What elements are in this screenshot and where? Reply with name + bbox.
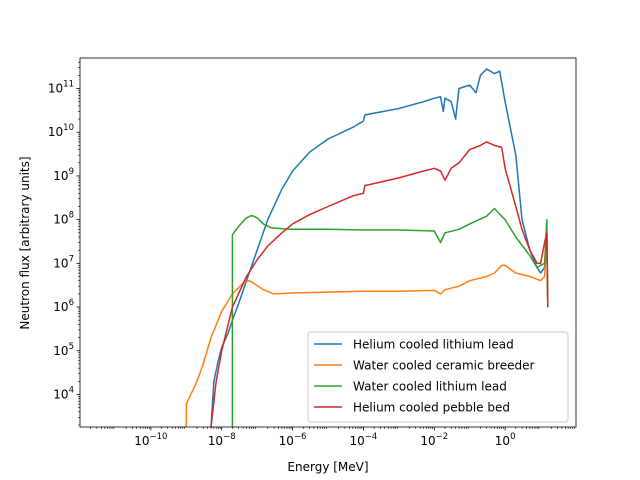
y-tick-label: 107 bbox=[53, 254, 74, 270]
legend: Helium cooled lithium lead Water cooled c… bbox=[307, 331, 569, 423]
x-axis-ticks: 10−10 10−8 10−6 10−4 10−2 100 bbox=[90, 427, 575, 448]
legend-frame bbox=[307, 331, 569, 423]
legend-label-1: Helium cooled lithium lead bbox=[353, 338, 514, 352]
y-tick-label: 1010 bbox=[48, 123, 74, 139]
y-axis-label: Neutron flux [arbitrary units] bbox=[18, 156, 32, 329]
x-tick-label: 10−4 bbox=[350, 432, 378, 448]
y-tick-label: 104 bbox=[53, 385, 74, 401]
series-line-1 bbox=[210, 68, 549, 428]
series-lines bbox=[185, 68, 549, 428]
x-tick-label: 10−2 bbox=[420, 432, 448, 448]
legend-label-2: Water cooled ceramic breeder bbox=[353, 359, 534, 373]
y-tick-label: 1011 bbox=[48, 80, 74, 96]
series-line-2 bbox=[185, 241, 549, 427]
legend-label-3: Water cooled lithium lead bbox=[353, 380, 507, 394]
legend-label-4: Helium cooled pebble bed bbox=[353, 401, 510, 415]
x-tick-label: 10−10 bbox=[134, 432, 167, 448]
x-tick-label: 10−6 bbox=[279, 432, 307, 448]
series-line-3 bbox=[231, 207, 549, 427]
y-tick-label: 105 bbox=[53, 342, 74, 358]
y-axis-ticks: 104 105 106 107 108 109 1010 1011 bbox=[48, 61, 80, 426]
series-line-4 bbox=[210, 141, 549, 428]
y-tick-label: 109 bbox=[53, 167, 74, 183]
y-tick-label: 108 bbox=[53, 211, 74, 227]
x-tick-label: 10−8 bbox=[208, 432, 236, 448]
x-tick-label: 100 bbox=[495, 432, 516, 448]
x-axis-label: Energy [MeV] bbox=[287, 460, 368, 474]
y-tick-label: 106 bbox=[53, 298, 74, 314]
